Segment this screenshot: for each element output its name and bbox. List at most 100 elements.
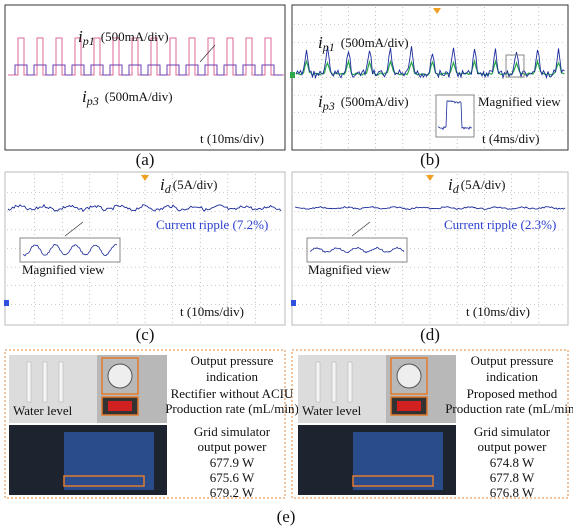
ripple-label: Current ripple (2.3%) — [444, 217, 556, 232]
trace-label: id (5A/div) — [448, 175, 506, 196]
highlight — [101, 357, 139, 395]
symbol: i — [318, 92, 323, 111]
panel-label: (e) — [277, 507, 296, 526]
photo-caption: Output pressure — [471, 353, 554, 368]
magnified-note: Magnified view — [478, 94, 561, 109]
photo-water — [298, 355, 386, 423]
symbol: i — [82, 87, 87, 106]
magnified-note: Magnified view — [308, 262, 391, 277]
power-value: 674.8 W — [490, 455, 535, 470]
wave-id — [7, 203, 282, 213]
pointer — [199, 44, 216, 63]
subscript: p3 — [322, 99, 335, 113]
water-level-label: Water level — [302, 403, 362, 418]
trigger-marker — [433, 8, 441, 14]
tube — [26, 361, 32, 403]
highlight — [63, 475, 145, 487]
trace-label: ip1 (500mA/div) — [78, 27, 169, 48]
power-value: 676.8 W — [490, 485, 535, 500]
panel-label: (a) — [136, 150, 155, 169]
zoom-region — [505, 54, 525, 78]
scale: (500mA/div) — [101, 29, 169, 44]
ground-marker — [291, 300, 296, 306]
time-scale: t (10ms/div) — [466, 304, 530, 319]
photo-caption: Grid simulator — [194, 424, 271, 439]
tube — [347, 361, 353, 403]
subscript: p1 — [82, 34, 95, 48]
subscript: d — [453, 182, 460, 196]
water-level-label: Water level — [13, 403, 73, 418]
waveforms — [4, 7, 566, 323]
time-scale: t (4ms/div) — [482, 131, 539, 146]
screen — [64, 432, 154, 490]
photo-water — [9, 355, 97, 423]
magnified-box — [435, 94, 475, 138]
ground-marker — [290, 72, 295, 78]
tube — [42, 361, 48, 403]
symbol: i — [448, 175, 453, 194]
highlight — [352, 475, 434, 487]
photo-caption: output power — [478, 439, 548, 454]
gauge — [107, 363, 133, 389]
symbol: i — [160, 175, 165, 194]
trace-label: ip3 (500mA/div) — [82, 87, 173, 108]
grid — [294, 174, 566, 323]
time-scale: t (10ms/div) — [180, 304, 244, 319]
power-value: 675.6 W — [210, 470, 255, 485]
symbol: i — [78, 27, 83, 46]
pointer — [64, 221, 84, 237]
trigger-marker — [141, 175, 149, 181]
magnified-wave — [22, 243, 118, 257]
subscript: d — [165, 182, 172, 196]
scale: (500mA/div) — [105, 89, 173, 104]
magnified-wave — [437, 100, 473, 131]
wave-ip1 — [295, 46, 565, 80]
trace-label: ip1 (500mA/div) — [318, 33, 409, 54]
scale: (500mA/div) — [341, 94, 409, 109]
time-scale: t (10ms/div) — [200, 131, 264, 146]
photo-caption: Proposed method — [467, 386, 558, 401]
ground-marker — [4, 300, 9, 306]
power-value: 677.8 W — [490, 470, 535, 485]
wave-ip3 — [14, 64, 282, 76]
scale: (5A/div) — [461, 177, 506, 192]
pointer — [351, 221, 371, 237]
photo-caption: Output pressure — [191, 353, 274, 368]
power-value: 677.9 W — [210, 455, 255, 470]
subscript: p3 — [86, 94, 99, 108]
ripple-label: Current ripple (7.2%) — [156, 217, 268, 232]
photo-caption: Production rate (mL/min) — [165, 401, 299, 416]
tube — [58, 361, 64, 403]
wave-id — [294, 205, 566, 210]
panel-label: (c) — [136, 325, 155, 344]
panel-label: (b) — [420, 150, 440, 169]
panel-label: (d) — [420, 325, 440, 344]
trigger-marker — [426, 175, 434, 181]
scale: (5A/div) — [173, 177, 218, 192]
screen — [353, 432, 443, 490]
display — [397, 401, 421, 411]
magnified-note: Magnified view — [22, 262, 105, 277]
subscript: p1 — [322, 40, 335, 54]
photo-caption: Production rate (mL/min) — [445, 401, 573, 416]
magnified-wave — [309, 246, 405, 254]
tube — [315, 361, 321, 403]
power-value: 679.2 W — [210, 485, 255, 500]
highlight — [390, 357, 428, 395]
gauge — [396, 363, 422, 389]
scale: (500mA/div) — [341, 35, 409, 50]
photo-caption: indication — [486, 369, 538, 384]
photo-caption: indication — [206, 369, 258, 384]
trace-label: id (5A/div) — [160, 175, 218, 196]
panel-a-frame — [4, 4, 286, 151]
photo-caption: Rectifier without ACIU — [171, 386, 294, 401]
grid — [294, 7, 566, 148]
grid — [7, 174, 283, 323]
photo-caption: output power — [198, 439, 268, 454]
display — [108, 401, 132, 411]
tube — [331, 361, 337, 403]
magnified-box — [306, 237, 408, 263]
photo-caption: Grid simulator — [474, 424, 551, 439]
symbol: i — [318, 33, 323, 52]
